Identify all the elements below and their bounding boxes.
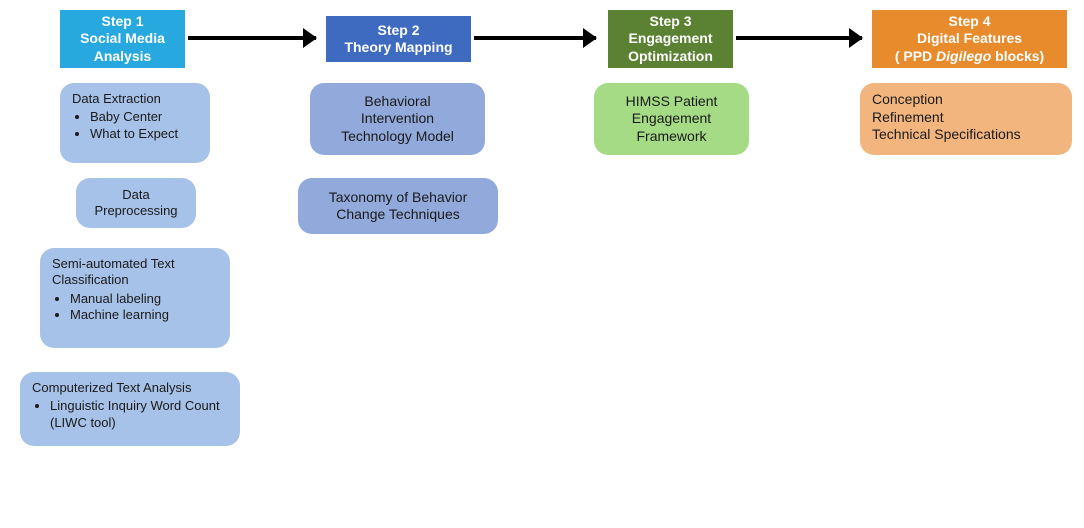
s3b1: HIMSS PatientEngagementFramework	[594, 83, 749, 155]
s1b3-bullet: Manual labeling	[70, 291, 218, 307]
s2b2: Taxonomy of BehaviorChange Techniques	[298, 178, 498, 234]
step2-header-line: Theory Mapping	[344, 39, 452, 57]
step3-header-line: Optimization	[628, 48, 713, 66]
s1b4-title: Computerized Text Analysis	[32, 380, 228, 396]
s1b4: Computerized Text Analysis Linguistic Inq…	[20, 372, 240, 446]
step4-header-line: Step 4	[948, 13, 990, 31]
step4-header: Step 4Digital Features( PPD Digilego blo…	[872, 10, 1067, 68]
step1-header-line: Social Media	[80, 30, 165, 48]
s1b1-bullet: What to Expect	[90, 126, 198, 142]
step2-header: Step 2Theory Mapping	[326, 16, 471, 62]
arrow-2	[474, 36, 596, 40]
s2b2-title-line: Taxonomy of Behavior	[310, 189, 486, 207]
s2b1-title-line: Intervention	[322, 110, 473, 128]
s2b1: BehavioralInterventionTechnology Model	[310, 83, 485, 155]
s1b1-bullets: Baby CenterWhat to Expect	[72, 109, 198, 142]
s1b2: DataPreprocessing	[76, 178, 196, 228]
s2b2-title-line: Change Techniques	[310, 206, 486, 224]
arrow-3	[736, 36, 862, 40]
step4-header-line: ( PPD Digilego blocks)	[895, 48, 1044, 66]
step1-header-line: Analysis	[94, 48, 152, 66]
s1b3-bullet: Machine learning	[70, 307, 218, 323]
s3b1-title-line: Framework	[606, 128, 737, 146]
s4b1-title-line: Refinement	[872, 109, 1060, 127]
s1b1: Data Extraction Baby CenterWhat to Expect	[60, 83, 210, 163]
s4b1-title-line: Technical Specifications	[872, 126, 1060, 144]
s3b1-title-line: Engagement	[606, 110, 737, 128]
step3-header-line: Step 3	[649, 13, 691, 31]
s1b1-bullet: Baby Center	[90, 109, 198, 125]
s2b1-title-line: Technology Model	[322, 128, 473, 146]
s1b3-bullets: Manual labelingMachine learning	[52, 291, 218, 324]
s3b1-title-line: HIMSS Patient	[606, 93, 737, 111]
s1b2-title-line: Preprocessing	[88, 203, 184, 219]
s1b2-title-line: Data	[88, 187, 184, 203]
s1b3-title-line: Classification	[52, 272, 218, 288]
arrow-1	[188, 36, 316, 40]
s1b4-bullet: Linguistic Inquiry Word Count (LIWC tool…	[50, 398, 228, 431]
step3-header-line: Engagement	[628, 30, 712, 48]
s2b1-title-line: Behavioral	[322, 93, 473, 111]
step4-header-line: Digital Features	[917, 30, 1022, 48]
s1b3: Semi-automated TextClassification Manual …	[40, 248, 230, 348]
s4b1: ConceptionRefinementTechnical Specificat…	[860, 83, 1072, 155]
step3-header: Step 3EngagementOptimization	[608, 10, 733, 68]
s4b1-title-line: Conception	[872, 91, 1060, 109]
step1-header-line: Step 1	[101, 13, 143, 31]
s1b1-title: Data Extraction	[72, 91, 198, 107]
step2-header-line: Step 2	[377, 22, 419, 40]
s1b4-bullets: Linguistic Inquiry Word Count (LIWC tool…	[32, 398, 228, 431]
s1b3-title-line: Semi-automated Text	[52, 256, 218, 272]
step1-header: Step 1Social MediaAnalysis	[60, 10, 185, 68]
